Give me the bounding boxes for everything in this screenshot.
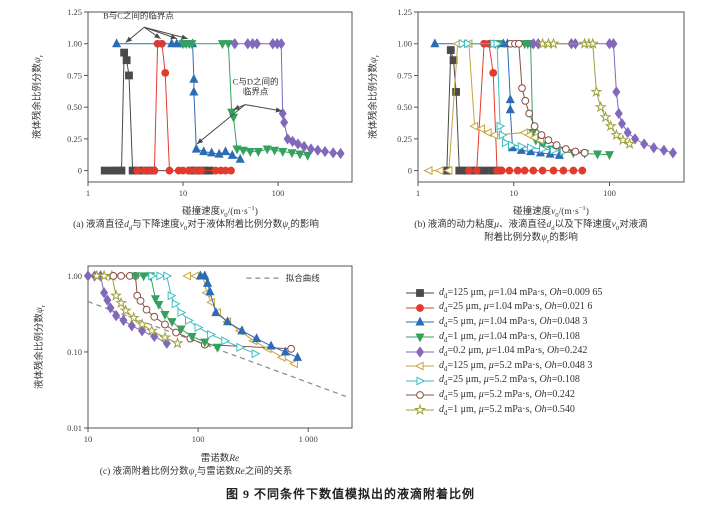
series-legend-7 (506, 39, 589, 157)
series-legend-8 (536, 37, 636, 150)
y-tick-label: 0.75 (397, 70, 412, 80)
y-tick-label: 0.10 (67, 347, 82, 357)
series-legend-4 (230, 38, 345, 160)
series-legend-5 (182, 271, 298, 369)
y-tick-label: 0 (408, 166, 412, 176)
y-tick-label: 0.75 (67, 70, 82, 80)
legend-label: dd=5 μm, μ=1.04 mPa·s, Oh=0.048 3 (439, 315, 588, 329)
legend-label: dd=25 μm, μ=5.2 mPa·s, Oh=0.108 (439, 374, 580, 388)
legend-label: dd=0.2 μm, μ=1.04 mPa·s, Oh=0.242 (439, 345, 588, 359)
chart-b-ylabel: 液体残余比例分数ψr (369, 54, 381, 140)
annotation-text: C与D之间的 (233, 76, 279, 86)
legend-item-0: dd=125 μm, μ=1.04 mPa·s, Oh=0.009 65 (405, 286, 602, 301)
series-legend-3 (178, 40, 313, 161)
legend-marker-star-icon (406, 403, 434, 416)
x-tick-label: 10 (509, 188, 518, 198)
annotation-text: B与C之间的临界点 (103, 10, 174, 20)
x-tick-label: 10 (179, 188, 188, 198)
legend-label: dd=1 μm, μ=1.04 mPa·s, Oh=0.108 (439, 330, 580, 344)
annotation-text: 临界点 (243, 86, 269, 96)
series-legend-6 (148, 271, 261, 359)
chart-a-ylabel: 液体残余比例分数ψr (33, 54, 45, 140)
y-tick-label: 0.25 (397, 134, 412, 144)
x-tick-label: 100 (603, 188, 616, 198)
legend-marker-circle-icon (406, 303, 434, 312)
legend-marker-diamond-icon (406, 346, 434, 358)
legend-marker-square-icon (406, 289, 434, 298)
series-legend-3 (130, 272, 223, 353)
chart-b-xlabel: 碰撞速度v0/(m·s−1) (513, 204, 589, 219)
annotation-arrow (144, 26, 188, 40)
series-legend-2 (112, 38, 245, 163)
x-tick-label: 10 (84, 434, 93, 444)
legend-label: dd=25 μm, μ=1.04 mPa·s, Oh=0.021 6 (439, 301, 593, 315)
annotation-arrow (245, 104, 283, 112)
figure-title: 图 9 不同条件下数值模拟出的液滴附着比例 (225, 487, 475, 501)
legend-label: dd=125 μm, μ=5.2 mPa·s, Oh=0.048 3 (439, 359, 593, 373)
y-tick-label: 0.50 (67, 102, 82, 112)
y-tick-label: 1.25 (397, 7, 412, 17)
y-tick-label: 0.25 (67, 134, 82, 144)
plot-frame (87, 265, 353, 429)
chart-c-ylabel: 液体残余比例分数ψr (35, 304, 47, 390)
chart-a: 1 10 100 0 0.25 0.50 0.75 1.00 1.25 B与C之间的临界点 C与D之… (67, 7, 353, 198)
series-legend-5 (423, 39, 544, 176)
legend-item-1: dd=25 μm, μ=1.04 mPa·s, Oh=0.021 6 (405, 301, 602, 316)
legend-item-8: dd=1 μm, μ=5.2 mPa·s, Oh=0.540 (405, 403, 602, 418)
legend-item-7: dd=5 μm, μ=5.2 mPa·s, Oh=0.242 (405, 388, 602, 403)
y-tick-label: 1.25 (67, 7, 82, 17)
y-tick-label: 1.00 (67, 39, 82, 49)
series-legend-4 (529, 38, 677, 159)
fit-line-label: 拟合曲线 (286, 273, 321, 283)
plot-frame (417, 11, 685, 183)
legend-item-2: dd=5 μm, μ=1.04 mPa·s, Oh=0.048 3 (405, 315, 602, 330)
legend-item-6: dd=25 μm, μ=5.2 mPa·s, Oh=0.108 (405, 374, 602, 389)
legend-item-3: dd=1 μm, μ=1.04 mPa·s, Oh=0.108 (405, 330, 602, 345)
legend-label: dd=1 μm, μ=5.2 mPa·s, Oh=0.540 (439, 403, 575, 417)
legend-marker-tri-down-icon (406, 333, 434, 343)
legend-marker-tri-up-icon (406, 317, 434, 327)
annotation-arrow (196, 104, 246, 145)
series-legend-1 (464, 39, 587, 175)
series-legend-0 (442, 46, 503, 175)
chart-c-caption: (c) 液滴附着比例分数ψr与雷诺数Re之间的关系 (99, 467, 293, 479)
x-tick-label: 1 (416, 188, 420, 198)
legend-item-5: dd=125 μm, μ=5.2 mPa·s, Oh=0.048 3 (405, 359, 602, 374)
x-tick-label: 100 (272, 188, 285, 198)
x-tick-label: 100 (192, 434, 205, 444)
y-tick-label: 1.00 (67, 271, 82, 281)
series-legend-1 (133, 39, 235, 175)
plot-frame (87, 11, 353, 183)
x-tick-label: 1 000 (299, 434, 318, 444)
chart-c: 10 100 1 000 0.01 0.10 1.00 拟合曲线 (67, 265, 353, 444)
series-legend-2 (195, 270, 303, 361)
y-tick-label: 1.00 (397, 39, 412, 49)
x-tick-label: 1 (86, 188, 90, 198)
legend-marker-tri-right-icon (406, 376, 434, 386)
legend-label: dd=5 μm, μ=5.2 mPa·s, Oh=0.242 (439, 388, 575, 402)
legend-label: dd=125 μm, μ=1.04 mPa·s, Oh=0.009 65 (439, 286, 603, 300)
series-legend-4 (83, 270, 171, 349)
chart-legend: dd=125 μm, μ=1.04 mPa·s, Oh=0.009 65 dd=2… (405, 286, 602, 417)
chart-c-xlabel: 雷诺数Re (200, 454, 240, 464)
chart-a-xlabel: 碰撞速度v0/(m·s−1) (182, 204, 258, 219)
chart-a-caption: (a) 液滴直径dd与下降速度v0对于液体附着比例分数ψr的影响 (73, 220, 319, 232)
chart-b-caption: (b) 液滴的动力粘度μ、液滴直径dd以及下降速度v0对液滴 附着比例分数ψr的影… (414, 220, 648, 246)
legend-marker-tri-left-icon (406, 361, 434, 371)
chart-b: 1 10 100 0 0.25 0.50 0.75 1.00 1.25 (397, 7, 685, 198)
y-tick-label: 0.01 (67, 423, 82, 433)
y-tick-label: 0.50 (397, 102, 412, 112)
y-tick-label: 0 (78, 166, 82, 176)
legend-marker-circle-icon (406, 391, 434, 400)
legend-item-4: dd=0.2 μm, μ=1.04 mPa·s, Oh=0.242 (405, 344, 602, 359)
